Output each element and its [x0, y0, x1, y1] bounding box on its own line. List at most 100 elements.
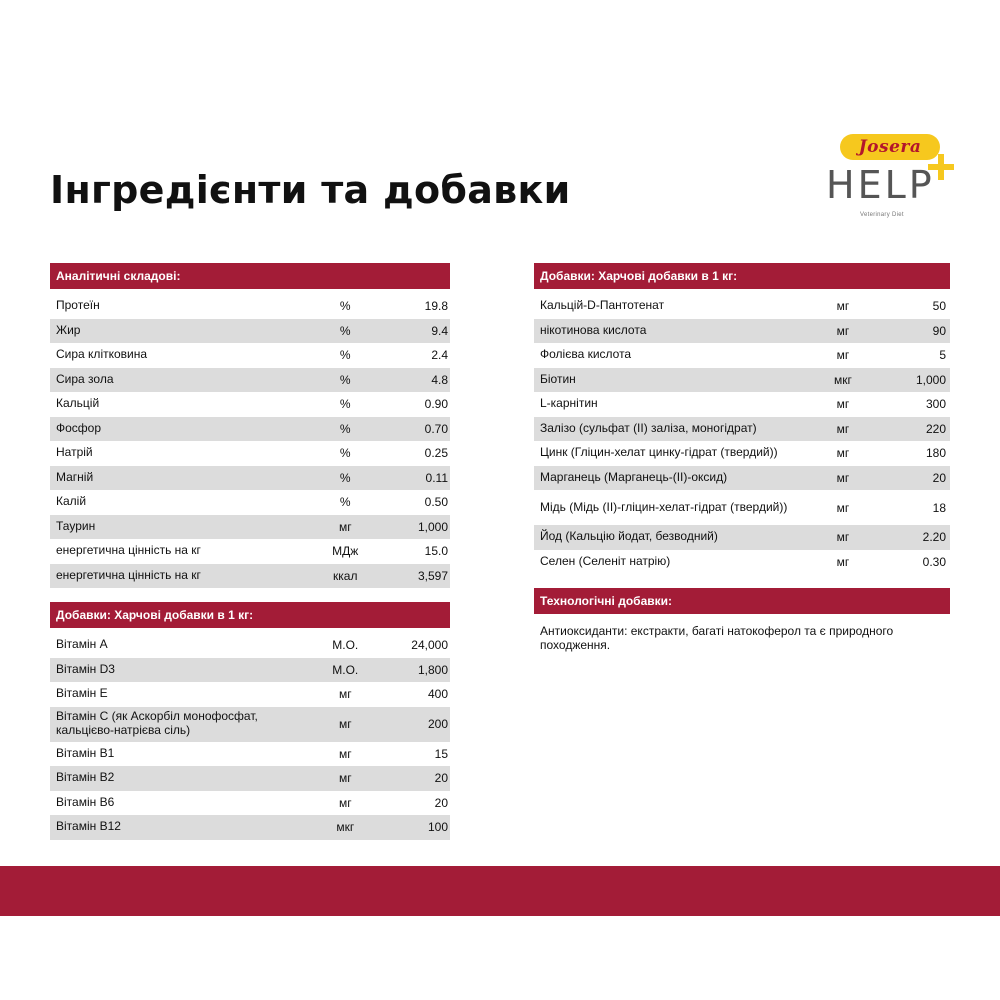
row-name: Сира клітковина: [56, 347, 148, 362]
row-name: Кальцій: [56, 396, 100, 411]
additives-header: Добавки: Харчові добавки в 1 кг:: [534, 263, 950, 289]
row-value: 50: [932, 299, 946, 314]
row-name: Магній: [56, 469, 94, 484]
row-unit: мг: [836, 500, 850, 515]
row-value: 15.0: [424, 544, 448, 559]
vitamins-header: Добавки: Харчові добавки в 1 кг:: [50, 602, 450, 628]
row-unit: %: [339, 495, 351, 510]
table-row: Мідь (Мідь (II)-гліцин-хелат-гідрат (тве…: [534, 490, 950, 525]
table-row: Фолієва кислота мг 5: [534, 343, 950, 368]
row-name: Натрій: [56, 445, 93, 460]
technological-header: Технологічні добавки:: [534, 588, 950, 614]
table-row: Сира клітковина% 2.4: [50, 343, 450, 368]
row-unit: %: [339, 372, 351, 387]
row-value: 1,000: [417, 519, 448, 534]
josera-logo: Josera: [840, 134, 940, 160]
row-unit: мкг: [834, 372, 852, 387]
row-unit: мг: [338, 771, 352, 786]
row-name: Вітамін В2: [56, 770, 115, 785]
additives-rows: Кальцій-D-Пантотенат мг 50 нікотинова кисло…: [534, 294, 950, 574]
row-value: 0.30: [922, 554, 946, 569]
table-row: Вітамін Е мг 400: [50, 682, 450, 707]
row-value: 18: [932, 500, 946, 515]
table-row: енергетична цінність на кг ккал 3,597: [50, 563, 450, 588]
brand-logo: Josera HELP Veterinary Diet: [820, 132, 960, 227]
row-value: 20: [932, 470, 946, 485]
table-row: Залізо (сульфат (II) заліза, моногідрат)…: [534, 416, 950, 441]
row-value: 0.70: [424, 421, 448, 436]
row-unit: %: [339, 299, 351, 314]
page-title: Інгредієнти та добавки: [50, 168, 571, 212]
row-unit: мг: [836, 421, 850, 436]
row-unit: мг: [338, 746, 352, 761]
row-unit: мг: [836, 299, 850, 314]
table-row: Кальцій% 0.90: [50, 392, 450, 417]
plus-icon: [928, 154, 954, 180]
row-value: 9.4: [431, 323, 448, 338]
row-unit: мкг: [336, 820, 355, 835]
table-row: енергетична цінність на кг МДж 15.0: [50, 539, 450, 564]
row-value: 400: [427, 687, 448, 702]
table-row: Сира зола% 4.8: [50, 367, 450, 392]
row-unit: мг: [338, 717, 352, 731]
row-unit: М.О.: [332, 662, 359, 677]
row-name: енергетична цінність на кг: [56, 543, 201, 558]
row-name: Вітамін В1: [56, 745, 115, 760]
row-name: Фолієва кислота: [540, 347, 632, 362]
vitamins-section: Добавки: Харчові добавки в 1 кг: Вітамін…: [50, 602, 450, 840]
row-value: 90: [932, 323, 946, 338]
table-row: Таурин мг 1,000: [50, 514, 450, 539]
analytical-rows: Протеїн% 19.8 Жир% 9.4 Сира клітковина% 2.4 Си…: [50, 294, 450, 588]
row-name: L-карнітин: [540, 396, 598, 411]
row-unit: мг: [836, 446, 850, 461]
row-value: 5: [939, 348, 946, 363]
row-value: 200: [427, 717, 448, 731]
row-name: енергетична цінність на кг: [56, 567, 201, 582]
row-value: 0.90: [424, 397, 448, 412]
row-unit: мг: [836, 323, 850, 338]
row-value: 15: [434, 746, 448, 761]
row-name: Вітамін D3: [56, 661, 115, 676]
table-row: нікотинова кислота мг 90: [534, 318, 950, 343]
row-unit: %: [339, 470, 351, 485]
row-name: Сира зола: [56, 371, 114, 386]
row-unit: мг: [836, 348, 850, 363]
row-unit: ккал: [333, 568, 358, 583]
table-row: Вітамін А М.О. 24,000: [50, 633, 450, 658]
analytical-section: Аналітичні складові: Протеїн% 19.8 Жир% 9.4…: [50, 263, 450, 588]
row-unit: мг: [836, 554, 850, 569]
table-row: Вітамін D3 М.О. 1,800: [50, 657, 450, 682]
table-row: Натрій% 0.25: [50, 441, 450, 466]
table-row: L-карнітин мг 300: [534, 392, 950, 417]
technological-section: Технологічні добавки:: [534, 588, 950, 614]
row-name: Йод (Кальцію йодат, безводний): [540, 529, 718, 544]
table-row: Вітамін В6 мг 20: [50, 791, 450, 816]
row-value: 220: [925, 421, 946, 436]
row-value: 2.4: [431, 348, 448, 363]
row-unit: мг: [836, 530, 850, 545]
row-value: 3,597: [417, 568, 448, 583]
row-name: Вітамін Е: [56, 686, 108, 701]
row-name: Мідь (Мідь (II)-гліцин-хелат-гідрат (тве…: [540, 499, 788, 514]
row-unit: М.О.: [332, 638, 359, 653]
table-row: Вітамін В1 мг 15: [50, 742, 450, 767]
row-unit: %: [339, 323, 351, 338]
vitamins-rows: Вітамін А М.О. 24,000 Вітамін D3 М.О. 1,800 Ві…: [50, 633, 450, 840]
row-name: Цинк (Гліцин-хелат цинку-гідрат (твердий…: [540, 445, 778, 460]
footer-band: [0, 866, 1000, 916]
row-name: Кальцій-D-Пантотенат: [540, 298, 665, 313]
row-unit: мг: [338, 687, 352, 702]
help-wordmark: HELP: [826, 163, 935, 207]
row-value: 300: [925, 397, 946, 412]
row-unit: мг: [836, 470, 850, 485]
row-unit: мг: [338, 795, 352, 810]
row-value: 20: [434, 795, 448, 810]
row-name: Марганець (Марганець-(II)-оксид): [540, 469, 728, 484]
table-row: Протеїн% 19.8: [50, 294, 450, 319]
row-name: Селен (Селеніт натрію): [540, 553, 671, 568]
table-row: Магній% 0.11: [50, 465, 450, 490]
row-name: Фосфор: [56, 420, 102, 435]
row-name: нікотинова кислота: [540, 322, 647, 337]
table-row: Цинк (Гліцин-хелат цинку-гідрат (твердий…: [534, 441, 950, 466]
row-unit: мг: [338, 519, 352, 534]
